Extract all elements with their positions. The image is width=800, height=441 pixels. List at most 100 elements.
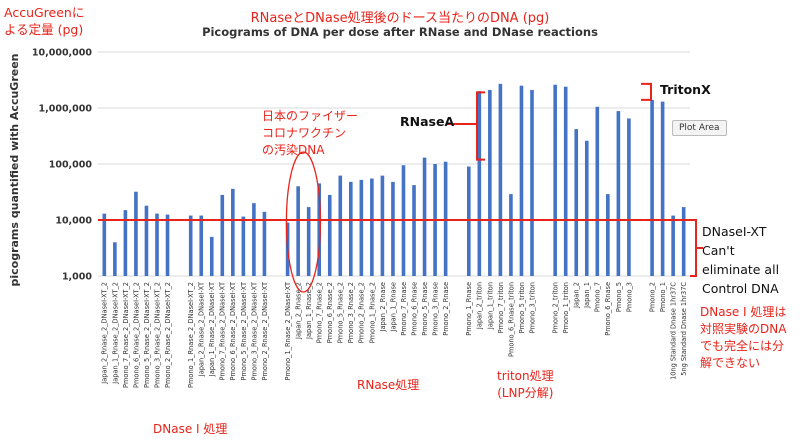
x-tick-label: Japan_1_Rnase	[389, 282, 397, 332]
dnasext-note: DNaseI-XT Can't eliminate all Control DN…	[702, 224, 780, 296]
x-tick-label: Pmono_6_Rnase_2	[326, 282, 334, 343]
x-tick-label: Pmono_3_triton	[528, 282, 536, 333]
bar	[498, 83, 503, 276]
x-tick-label: Pmono_1_Rnase_2_DNaseI-XT_2	[187, 282, 195, 388]
x-tick-label: Pmono_2_Rnase_2_DNaseI-XT_2	[164, 282, 172, 388]
y-tick-label: 100,000	[49, 160, 93, 171]
x-tick-label: 5ng Standard Dnase 1hr37C	[680, 282, 688, 376]
group-label-rnase: RNase処理	[357, 378, 420, 392]
bar	[262, 211, 267, 276]
bar	[317, 183, 322, 276]
bar	[595, 106, 600, 276]
x-tick-label: Pmono_2_triton	[552, 282, 560, 333]
bar	[306, 207, 311, 276]
bar	[530, 89, 534, 276]
bar	[466, 166, 471, 276]
x-tick-label: Pmono_7_triton	[497, 282, 505, 333]
x-tick-label: Japan_1_Rnase_2	[305, 282, 313, 340]
bar	[671, 215, 675, 276]
bar	[616, 111, 621, 276]
x-tick-label: Pmono_3_Rnase	[431, 282, 439, 336]
dnasext-bracket	[690, 219, 697, 277]
bar	[519, 85, 524, 276]
x-tick-label: Japan_2	[573, 282, 581, 309]
bar	[627, 118, 631, 276]
x-tick-label: Pmono_3	[625, 282, 633, 312]
bar	[509, 194, 513, 276]
bar	[338, 175, 343, 276]
y-tick-label: 1,000,000	[39, 104, 93, 115]
x-tick-label: Pmono_5_triton	[518, 282, 526, 333]
x-tick-label: Pmono_2_Rnase	[442, 282, 450, 336]
bar	[443, 161, 448, 276]
bar	[241, 216, 246, 276]
x-tick-label: Pmono_7_Rnase	[400, 282, 408, 336]
bar	[584, 140, 589, 276]
x-tick-label: Pmono_6_Rnase	[410, 282, 418, 336]
plot-area-tag: Plot Area	[672, 120, 727, 136]
tritonx-bracket	[641, 82, 652, 101]
bar	[123, 210, 128, 276]
x-tick-label: Pmono_5_Rnase_2	[337, 282, 345, 343]
bar	[231, 188, 235, 276]
x-tick-label: Pmono_7_Rnase_2	[316, 282, 324, 343]
x-tick-label: Japan_1_Rnase_2_DNaseI-XT	[208, 281, 216, 377]
x-tick-label: Pmono_5_Rnase_2_DNaseI-XT	[240, 281, 248, 380]
x-tick-label: Pmono_7	[594, 282, 602, 312]
x-tick-label: Pmono_6_Rnase_2_DNaseI-XT	[229, 281, 237, 380]
bar	[199, 215, 204, 276]
bar	[650, 99, 654, 276]
x-tick-label: Japan_1_triton	[486, 282, 494, 330]
bar	[188, 215, 193, 276]
bar	[606, 194, 610, 276]
bar	[102, 213, 107, 276]
chart-title-jp: RNaseとDNase処理後のドース当たりのDNA (pg)	[250, 11, 550, 26]
x-tick-label: Pmono_6_Rnase_triton	[507, 282, 515, 357]
y-axis-label: picograms quantified with AccuGreen	[8, 53, 21, 286]
x-tick-label: Pmono_5	[615, 282, 623, 312]
bar	[412, 185, 416, 276]
x-tick-label: Pmono_1_Rnase_2_DNaseI-XT	[284, 281, 292, 380]
x-tick-label: Pmono_1_triton	[562, 282, 570, 333]
chart-title-en: Picograms of DNA per dose after RNase an…	[202, 25, 598, 39]
dnase-jp-note: DNase I 処理は 対照実験のDNA でも完全には分 解できない	[700, 305, 787, 370]
x-tick-label: Japan_2_Rnase_2_DNaseI-XT_2	[101, 282, 109, 385]
x-tick-label: Pmono_2	[648, 282, 656, 312]
bar	[165, 214, 170, 276]
bar	[380, 175, 385, 276]
x-tick-label: Pmono_6_Rnase	[604, 282, 612, 336]
x-tick-label: Japan_2_Rnase_2	[295, 282, 303, 340]
x-tick-label: Japan_2_triton	[476, 282, 484, 330]
bar	[359, 179, 364, 276]
bar	[349, 181, 353, 276]
x-tick-label: Japan_1	[583, 282, 591, 309]
x-tick-label: Pmono_7_Rnase_2_DNaseI-XT_2	[122, 282, 130, 388]
tritonx-label: TritonX	[660, 82, 711, 97]
bar	[681, 207, 686, 276]
x-tick-label: Pmono_3_Rnase_2	[347, 282, 355, 343]
rnasea-bracket	[476, 91, 485, 161]
y-tick-label: 10,000	[55, 216, 92, 227]
rnasea-label: RNaseA	[400, 114, 455, 129]
bar	[660, 101, 665, 276]
bar	[296, 186, 300, 276]
group-label-dnase: DNase I 処理	[153, 422, 228, 436]
x-tick-label: Pmono_5_Rnase	[421, 282, 429, 336]
x-tick-label: Japan_1_Rnase_2_DNaseI-XT_2	[111, 282, 119, 385]
accugreen-note: AccuGreenに よる定量 (pg)	[4, 5, 85, 37]
bar	[422, 157, 427, 276]
bar	[563, 86, 568, 277]
bar	[553, 84, 557, 276]
bar	[477, 91, 482, 276]
y-tick-label: 1,000	[62, 272, 92, 283]
x-tick-label: Japan_2_Rnase	[379, 282, 387, 332]
group-label-triton: triton処理 (LNP分解)	[497, 369, 554, 400]
pfizer-ellipse	[285, 151, 322, 293]
pfizer-note: 日本のファイザー コロナワクチン の汚染DNA	[262, 109, 359, 157]
bar	[155, 213, 159, 276]
x-tick-label: Pmono_1_Rnase	[465, 282, 473, 336]
y-tick-label: 10,000,000	[32, 48, 92, 59]
bar	[370, 178, 374, 276]
x-tick-label: Pmono_1	[659, 282, 667, 312]
x-tick-label: Pmono_1_Rnase_2	[368, 282, 376, 343]
